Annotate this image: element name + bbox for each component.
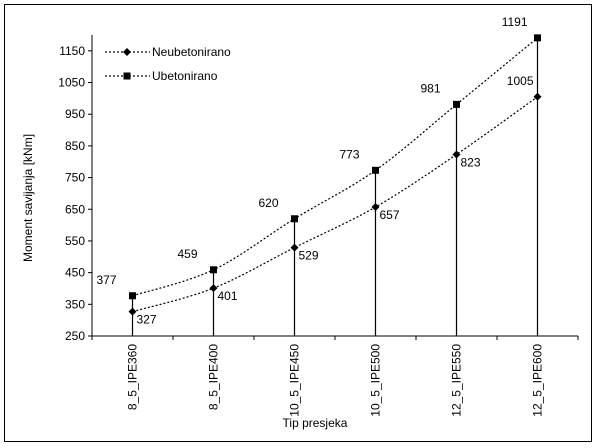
legend-label: Ubetonirano [152, 69, 218, 83]
data-point-square [210, 266, 217, 274]
data-point-square [534, 34, 541, 42]
data-label: 823 [461, 155, 481, 169]
series-markers [128, 34, 542, 316]
legend-marker-diamond [123, 48, 131, 56]
y-tick-label: 1150 [59, 44, 85, 58]
x-axis-title: Tip presjeka [283, 416, 348, 430]
axes [88, 35, 579, 340]
y-tick-label: 1050 [58, 76, 85, 90]
data-point-square [372, 166, 379, 174]
data-label: 773 [339, 147, 359, 161]
chart-frame [4, 4, 592, 442]
data-labels: 327 401 529 657 823 1005 377 459 620 773 981 1191 [96, 15, 533, 327]
y-tick-label: 450 [65, 266, 85, 280]
x-tick-label: 12_5_IPE550 [450, 344, 464, 417]
data-label: 657 [380, 208, 400, 222]
y-tick-label: 350 [65, 297, 85, 311]
x-tick-label: 8_5_IPE360 [126, 344, 140, 410]
data-point-square [453, 100, 460, 108]
data-point-diamond [290, 243, 299, 252]
x-tick-label: 8_5_IPE400 [207, 344, 221, 410]
data-label: 620 [258, 196, 278, 210]
legend: Neubetonirano Ubetonirano [105, 45, 231, 83]
x-tick-labels: 8_5_IPE360 8_5_IPE400 10_5_IPE450 10_5_IPE5… [126, 344, 545, 417]
legend-marker-square [123, 72, 131, 80]
y-tick-label: 650 [65, 202, 85, 216]
data-point-diamond [371, 203, 380, 212]
y-tick-label: 750 [65, 171, 85, 185]
data-label: 401 [218, 289, 238, 303]
y-axis-title: Moment savijanja [kNm] [21, 134, 35, 262]
drop-lines [131, 37, 539, 336]
y-tick-label: 850 [65, 139, 85, 153]
data-point-diamond [209, 284, 218, 293]
x-tick-label: 12_5_IPE600 [531, 344, 545, 417]
y-tick-label: 950 [65, 107, 85, 121]
data-point-square [129, 292, 136, 300]
data-label: 377 [96, 273, 116, 287]
series-line-square [132, 37, 538, 297]
data-label: 981 [420, 81, 440, 95]
series-line-diamond [132, 96, 538, 313]
data-point-diamond [533, 92, 542, 101]
data-label: 1005 [507, 74, 534, 88]
data-point-square [291, 215, 298, 223]
x-tick-label: 10_5_IPE500 [369, 344, 383, 417]
series-lines [132, 37, 538, 313]
y-tick-labels: 250 350 450 550 650 750 850 950 1050 1150 [58, 44, 85, 343]
data-label: 327 [137, 313, 157, 327]
y-tick-label: 250 [65, 329, 85, 343]
data-label: 529 [299, 249, 319, 263]
data-point-diamond [452, 150, 461, 159]
data-point-diamond [128, 307, 137, 316]
data-label: 459 [177, 247, 197, 261]
legend-label: Neubetonirano [152, 45, 231, 59]
data-label: 1191 [502, 15, 528, 29]
y-tick-label: 550 [65, 234, 85, 248]
x-tick-label: 10_5_IPE450 [288, 344, 302, 417]
